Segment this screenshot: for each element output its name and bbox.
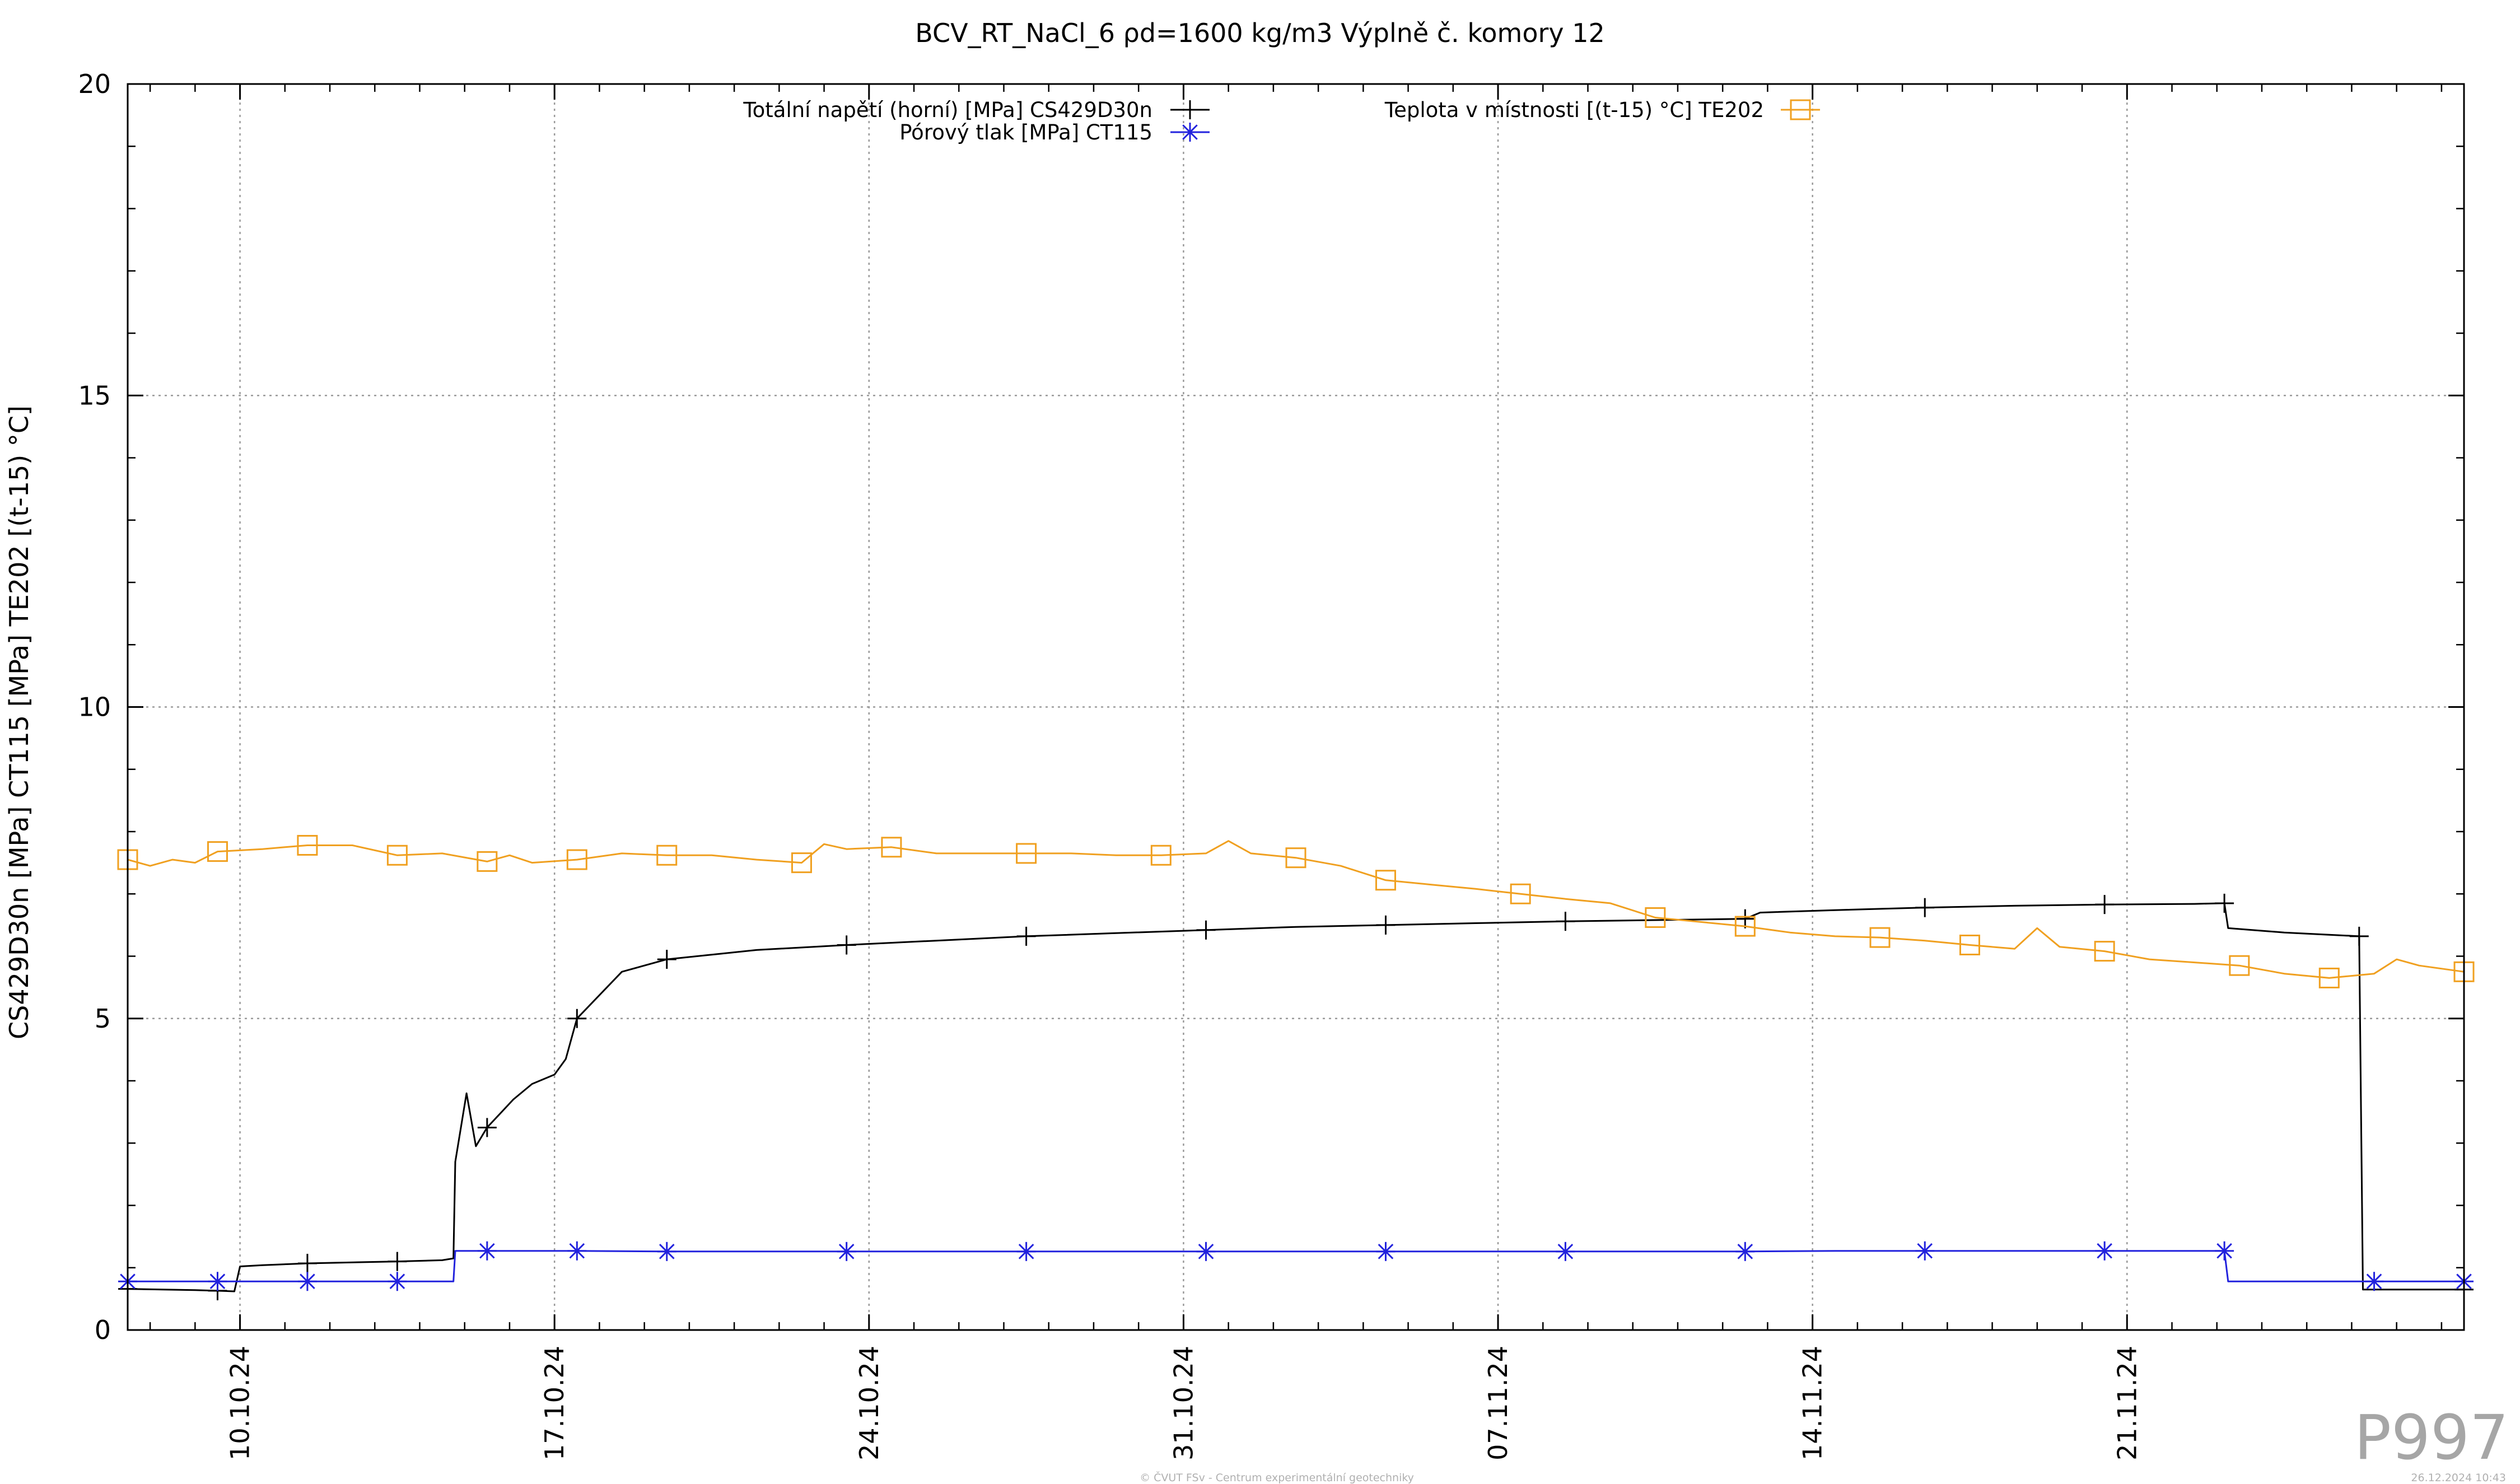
legend-item: Teplota v místnosti [(t-15) °C] TE202 [1384,98,1820,122]
series-pore-pressure-marker [477,1241,497,1261]
x-tick-label: 07.11.24 [1483,1346,1513,1460]
series-total-stress-marker [477,1118,497,1137]
series-room-temperature-marker [386,844,408,866]
series-room-temperature-marker [1150,844,1172,866]
series-total-stress-marker [2095,895,2115,914]
series-pore-pressure-marker [1016,1242,1036,1261]
series-total-stress [118,893,2474,1300]
series-room-temperature-marker [1375,870,1396,891]
series-pore-pressure-marker [388,1272,407,1291]
watermark: P997 [2354,1402,2509,1473]
legend-item: Pórový tlak [MPa] CT115 [899,120,1210,144]
series-total-stress-marker [2349,926,2369,946]
legend-swatch-marker [1180,100,1200,119]
series-pore-pressure-marker [1376,1242,1396,1261]
series-total-stress-marker [657,950,676,969]
x-tick-label: 24.10.24 [854,1346,884,1460]
series-room-temperature-marker [1959,934,1980,955]
series-room-temperature-marker [2318,967,2340,988]
series-pore-pressure-marker [1915,1241,1935,1261]
series-total-stress-marker [1196,920,1216,940]
legend-item: Totální napětí (horní) [MPa] CS429D30n [743,98,1210,122]
series-room-temperature-marker [881,837,902,858]
series-room-temperature-marker [1510,883,1531,904]
y-tick-label: 15 [78,380,111,410]
y-tick-label: 5 [95,1004,111,1034]
series-total-stress-marker [837,935,856,955]
y-axis-label: CS429D30n [MPa] CT115 [MPa] TE202 [(t-15… [4,405,34,1039]
series-total-stress-marker [1556,912,1575,931]
series-room-temperature-marker [1016,843,1037,864]
legend-swatch-marker [1790,99,1811,120]
series-total-stress-marker [1016,926,1036,946]
series-pore-pressure-marker [208,1272,227,1291]
series-pore-pressure-marker [297,1272,317,1291]
series-room-temperature-marker [2094,941,2115,962]
y-tick-label: 0 [95,1315,111,1345]
legend-swatch-marker [1180,123,1200,142]
credit-text: © ČVUT FSv - Centrum experimentální geot… [1140,1471,1414,1484]
series-room-temperature-marker [207,841,228,862]
series-pore-pressure-marker [2364,1272,2384,1291]
series-pore-pressure-marker [657,1242,676,1261]
x-tick-label: 14.11.24 [1798,1346,1828,1460]
series-pore-pressure-marker [837,1242,856,1261]
series-room-temperature-marker [477,851,498,872]
series-room-temperature-marker [1645,907,1666,928]
x-tick-label: 31.10.24 [1168,1346,1198,1460]
series-room-temperature-marker [656,844,678,866]
series-pore-pressure-line [128,1250,2464,1282]
legend: Totální napětí (horní) [MPa] CS429D30nPó… [743,98,1820,144]
legend-label: Teplota v místnosti [(t-15) °C] TE202 [1384,98,1764,122]
series-pore-pressure-marker [2095,1241,2115,1261]
series-room-temperature-marker [2229,955,2250,976]
ticks: 0 5 10 15 20 10.10.24 17.10.24 24.10.24 31.10.24… [78,69,2464,1460]
y-tick-label: 10 [78,692,111,722]
series-total-stress-marker [2215,893,2234,913]
series-total-stress-marker [1735,909,1755,928]
series-pore-pressure-marker [2215,1241,2234,1261]
chart-title: BCV_RT_NaCl_6 ρd=1600 kg/m3 Výplně č. ko… [915,18,1605,48]
series-pore-pressure-marker [1196,1242,1216,1261]
series-room-temperature-marker [566,849,587,870]
series-room-temperature-marker [1734,916,1756,937]
series-total-stress-marker [1915,898,1935,917]
series-room-temperature-line [127,840,2465,979]
series-pore-pressure-marker [567,1241,587,1261]
y-tick-label: 20 [78,69,111,99]
legend-label: Totální napětí (horní) [MPa] CS429D30n [743,98,1152,122]
series-total-stress-marker [1376,915,1396,935]
series-total-stress-marker [567,1009,587,1028]
grid [128,84,2464,1330]
series-room-temperature-marker [297,834,318,856]
x-tick-label: 17.10.24 [539,1346,570,1460]
series-room-temperature-marker [791,852,812,874]
series-room-temperature-marker [1285,847,1306,869]
x-tick-label: 21.11.24 [2112,1346,2142,1460]
legend-label: Pórový tlak [MPa] CT115 [899,120,1152,144]
timestamp-text: 26.12.2024 10:43 [2411,1472,2506,1484]
series-total-stress-marker [388,1252,407,1271]
series-pore-pressure-marker [1556,1242,1575,1261]
series-total-stress-marker [297,1253,317,1273]
series-room-temperature-marker [1869,927,1891,948]
series-pore-pressure-marker [1735,1242,1755,1261]
x-tick-label: 10.10.24 [225,1346,255,1460]
